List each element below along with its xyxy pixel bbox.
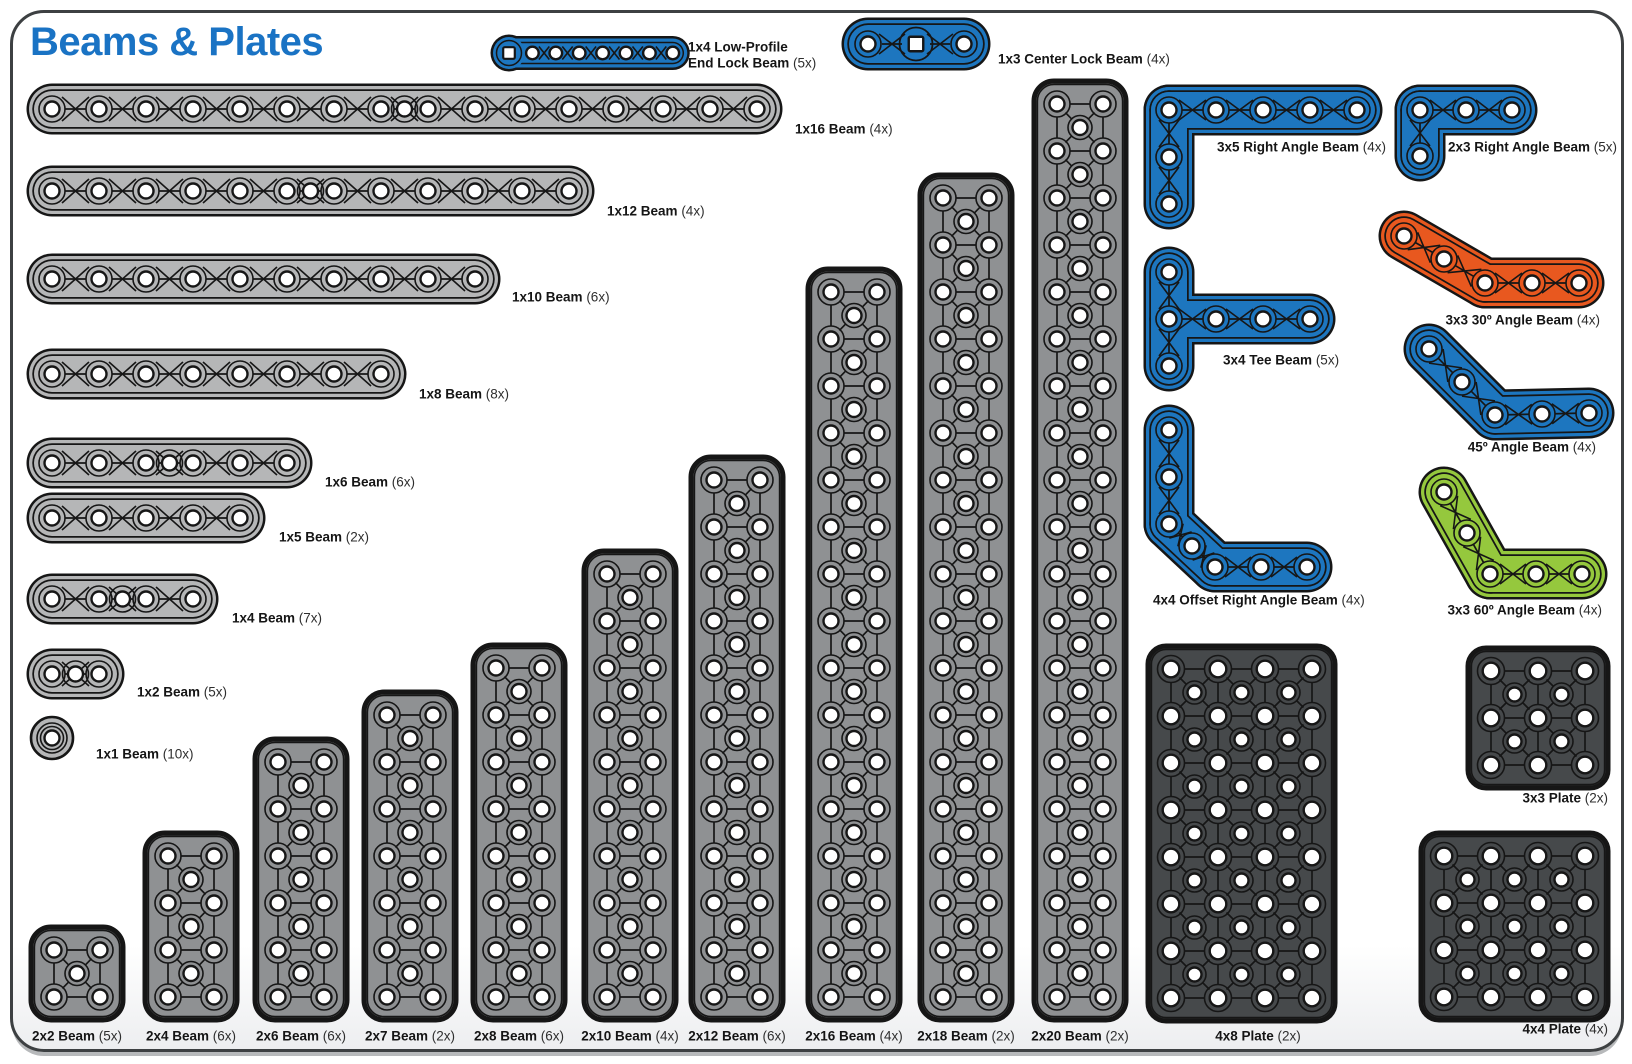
part-3x4-tee-beam	[1143, 246, 1336, 392]
part-1x10-beam	[26, 253, 501, 305]
part-2x16-beam	[805, 266, 903, 1023]
part-1x12-beam	[26, 165, 595, 217]
part-3x3-60-angle-beam	[1418, 466, 1608, 600]
part-45-angle-beam	[1403, 323, 1615, 441]
part-2x2-beam	[28, 924, 126, 1023]
page-title: Beams & Plates	[30, 20, 324, 64]
part-2x7-beam	[361, 689, 459, 1023]
part-3x5-right-angle-beam	[1143, 84, 1383, 230]
part-4x4-plate	[1418, 830, 1611, 1023]
part-1x16-beam	[26, 83, 783, 135]
part-1x2-beam	[26, 648, 125, 700]
part-2x4-beam	[142, 830, 240, 1023]
part-1x1-beam	[29, 715, 75, 761]
part-2x18-beam	[917, 172, 1015, 1023]
part-2x3-right-angle-beam	[1394, 84, 1538, 182]
part-2x6-beam	[252, 736, 350, 1023]
part-1x5-beam	[26, 492, 266, 544]
part-4x8-plate	[1145, 643, 1338, 1024]
part-1x3-center-lock-beam	[841, 17, 991, 71]
part-1x4-beam	[26, 573, 219, 625]
part-2x12-beam	[688, 454, 786, 1023]
part-2x10-beam	[581, 548, 679, 1023]
part-1x4-low-profile-end-lock-beam	[490, 34, 690, 72]
part-2x20-beam	[1031, 78, 1129, 1023]
part-1x6-beam	[26, 437, 313, 489]
part-4x4-offset-right-angle-beam	[1143, 404, 1333, 593]
part-3x3-plate	[1465, 645, 1611, 791]
part-3x3-30-angle-beam	[1378, 210, 1605, 309]
part-1x8-beam	[26, 348, 407, 400]
part-2x8-beam	[470, 642, 568, 1023]
